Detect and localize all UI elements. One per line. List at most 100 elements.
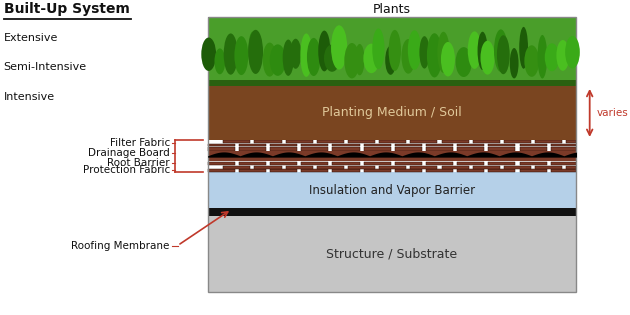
Bar bbox=[457, 162, 484, 165]
Bar bbox=[317, 166, 344, 169]
Ellipse shape bbox=[331, 25, 347, 70]
Bar bbox=[426, 162, 453, 165]
Bar bbox=[364, 162, 391, 165]
Ellipse shape bbox=[510, 48, 518, 78]
Ellipse shape bbox=[565, 36, 580, 68]
Bar bbox=[270, 147, 297, 151]
Bar bbox=[395, 147, 422, 151]
Bar bbox=[442, 140, 469, 143]
Bar bbox=[426, 169, 453, 172]
Ellipse shape bbox=[467, 32, 481, 69]
Bar bbox=[333, 144, 360, 146]
Bar bbox=[504, 140, 531, 143]
Ellipse shape bbox=[441, 42, 455, 77]
Ellipse shape bbox=[385, 46, 396, 75]
Ellipse shape bbox=[202, 37, 216, 71]
Bar bbox=[488, 144, 515, 146]
Bar bbox=[285, 166, 312, 169]
Bar bbox=[208, 147, 235, 151]
Ellipse shape bbox=[263, 43, 277, 77]
Bar bbox=[223, 140, 250, 143]
Bar bbox=[208, 151, 576, 161]
Text: Roofing Membrane: Roofing Membrane bbox=[71, 241, 170, 250]
Bar bbox=[301, 147, 328, 151]
Bar bbox=[520, 144, 547, 146]
Ellipse shape bbox=[481, 41, 495, 75]
Text: Filter Fabric: Filter Fabric bbox=[110, 138, 170, 148]
Ellipse shape bbox=[401, 39, 415, 74]
Bar bbox=[239, 162, 266, 165]
Bar bbox=[472, 166, 500, 169]
Bar bbox=[208, 172, 576, 208]
Text: Structure / Substrate: Structure / Substrate bbox=[326, 248, 457, 261]
Bar bbox=[270, 169, 297, 172]
Ellipse shape bbox=[408, 30, 421, 70]
Ellipse shape bbox=[524, 45, 539, 77]
Ellipse shape bbox=[283, 40, 294, 76]
Text: Protection Fabric: Protection Fabric bbox=[83, 165, 170, 175]
Bar bbox=[535, 140, 562, 143]
Bar bbox=[504, 166, 531, 169]
Bar bbox=[379, 166, 406, 169]
Ellipse shape bbox=[248, 30, 263, 74]
Bar bbox=[364, 147, 391, 151]
Bar bbox=[472, 140, 500, 143]
Bar bbox=[301, 162, 328, 165]
Text: Semi-Intensive: Semi-Intensive bbox=[4, 62, 87, 72]
Ellipse shape bbox=[224, 33, 238, 75]
Bar bbox=[535, 166, 562, 169]
Bar bbox=[333, 162, 360, 165]
Bar bbox=[208, 80, 576, 86]
Bar bbox=[457, 144, 484, 146]
Bar bbox=[442, 166, 469, 169]
Bar bbox=[333, 169, 360, 172]
Bar bbox=[208, 144, 235, 146]
Bar bbox=[285, 140, 312, 143]
Text: Planting Medium / Soil: Planting Medium / Soil bbox=[322, 106, 462, 119]
Bar bbox=[488, 169, 515, 172]
Bar bbox=[410, 166, 437, 169]
Bar bbox=[333, 147, 360, 151]
Bar bbox=[208, 17, 576, 80]
Bar bbox=[301, 144, 328, 146]
Ellipse shape bbox=[427, 33, 442, 77]
Bar bbox=[520, 169, 547, 172]
Bar bbox=[223, 166, 250, 169]
Bar bbox=[426, 147, 453, 151]
Text: Built-Up System: Built-Up System bbox=[4, 3, 130, 16]
Bar bbox=[301, 169, 328, 172]
Bar bbox=[348, 166, 375, 169]
Bar bbox=[488, 147, 515, 151]
Bar bbox=[379, 140, 406, 143]
Bar bbox=[239, 144, 266, 146]
Bar bbox=[410, 140, 437, 143]
Ellipse shape bbox=[545, 43, 559, 71]
Bar bbox=[270, 144, 297, 146]
Bar bbox=[395, 144, 422, 146]
Bar bbox=[457, 169, 484, 172]
Ellipse shape bbox=[537, 35, 547, 78]
Bar bbox=[239, 169, 266, 172]
Ellipse shape bbox=[497, 35, 510, 74]
Ellipse shape bbox=[345, 43, 360, 78]
Bar bbox=[255, 140, 282, 143]
Text: varies: varies bbox=[597, 108, 629, 118]
Ellipse shape bbox=[556, 40, 570, 71]
Bar bbox=[239, 147, 266, 151]
Ellipse shape bbox=[234, 36, 248, 75]
Bar bbox=[208, 86, 576, 140]
Bar bbox=[395, 162, 422, 165]
Ellipse shape bbox=[355, 44, 365, 75]
Text: Plants: Plants bbox=[373, 3, 411, 16]
Text: Intensive: Intensive bbox=[4, 92, 55, 102]
Bar bbox=[208, 17, 576, 292]
Ellipse shape bbox=[301, 33, 312, 77]
Bar bbox=[364, 144, 391, 146]
Ellipse shape bbox=[270, 44, 286, 76]
Ellipse shape bbox=[478, 32, 488, 70]
Ellipse shape bbox=[214, 49, 225, 74]
Text: Drainage Board: Drainage Board bbox=[88, 148, 170, 158]
Bar bbox=[551, 162, 576, 165]
Text: Extensive: Extensive bbox=[4, 32, 58, 43]
Ellipse shape bbox=[519, 27, 528, 69]
